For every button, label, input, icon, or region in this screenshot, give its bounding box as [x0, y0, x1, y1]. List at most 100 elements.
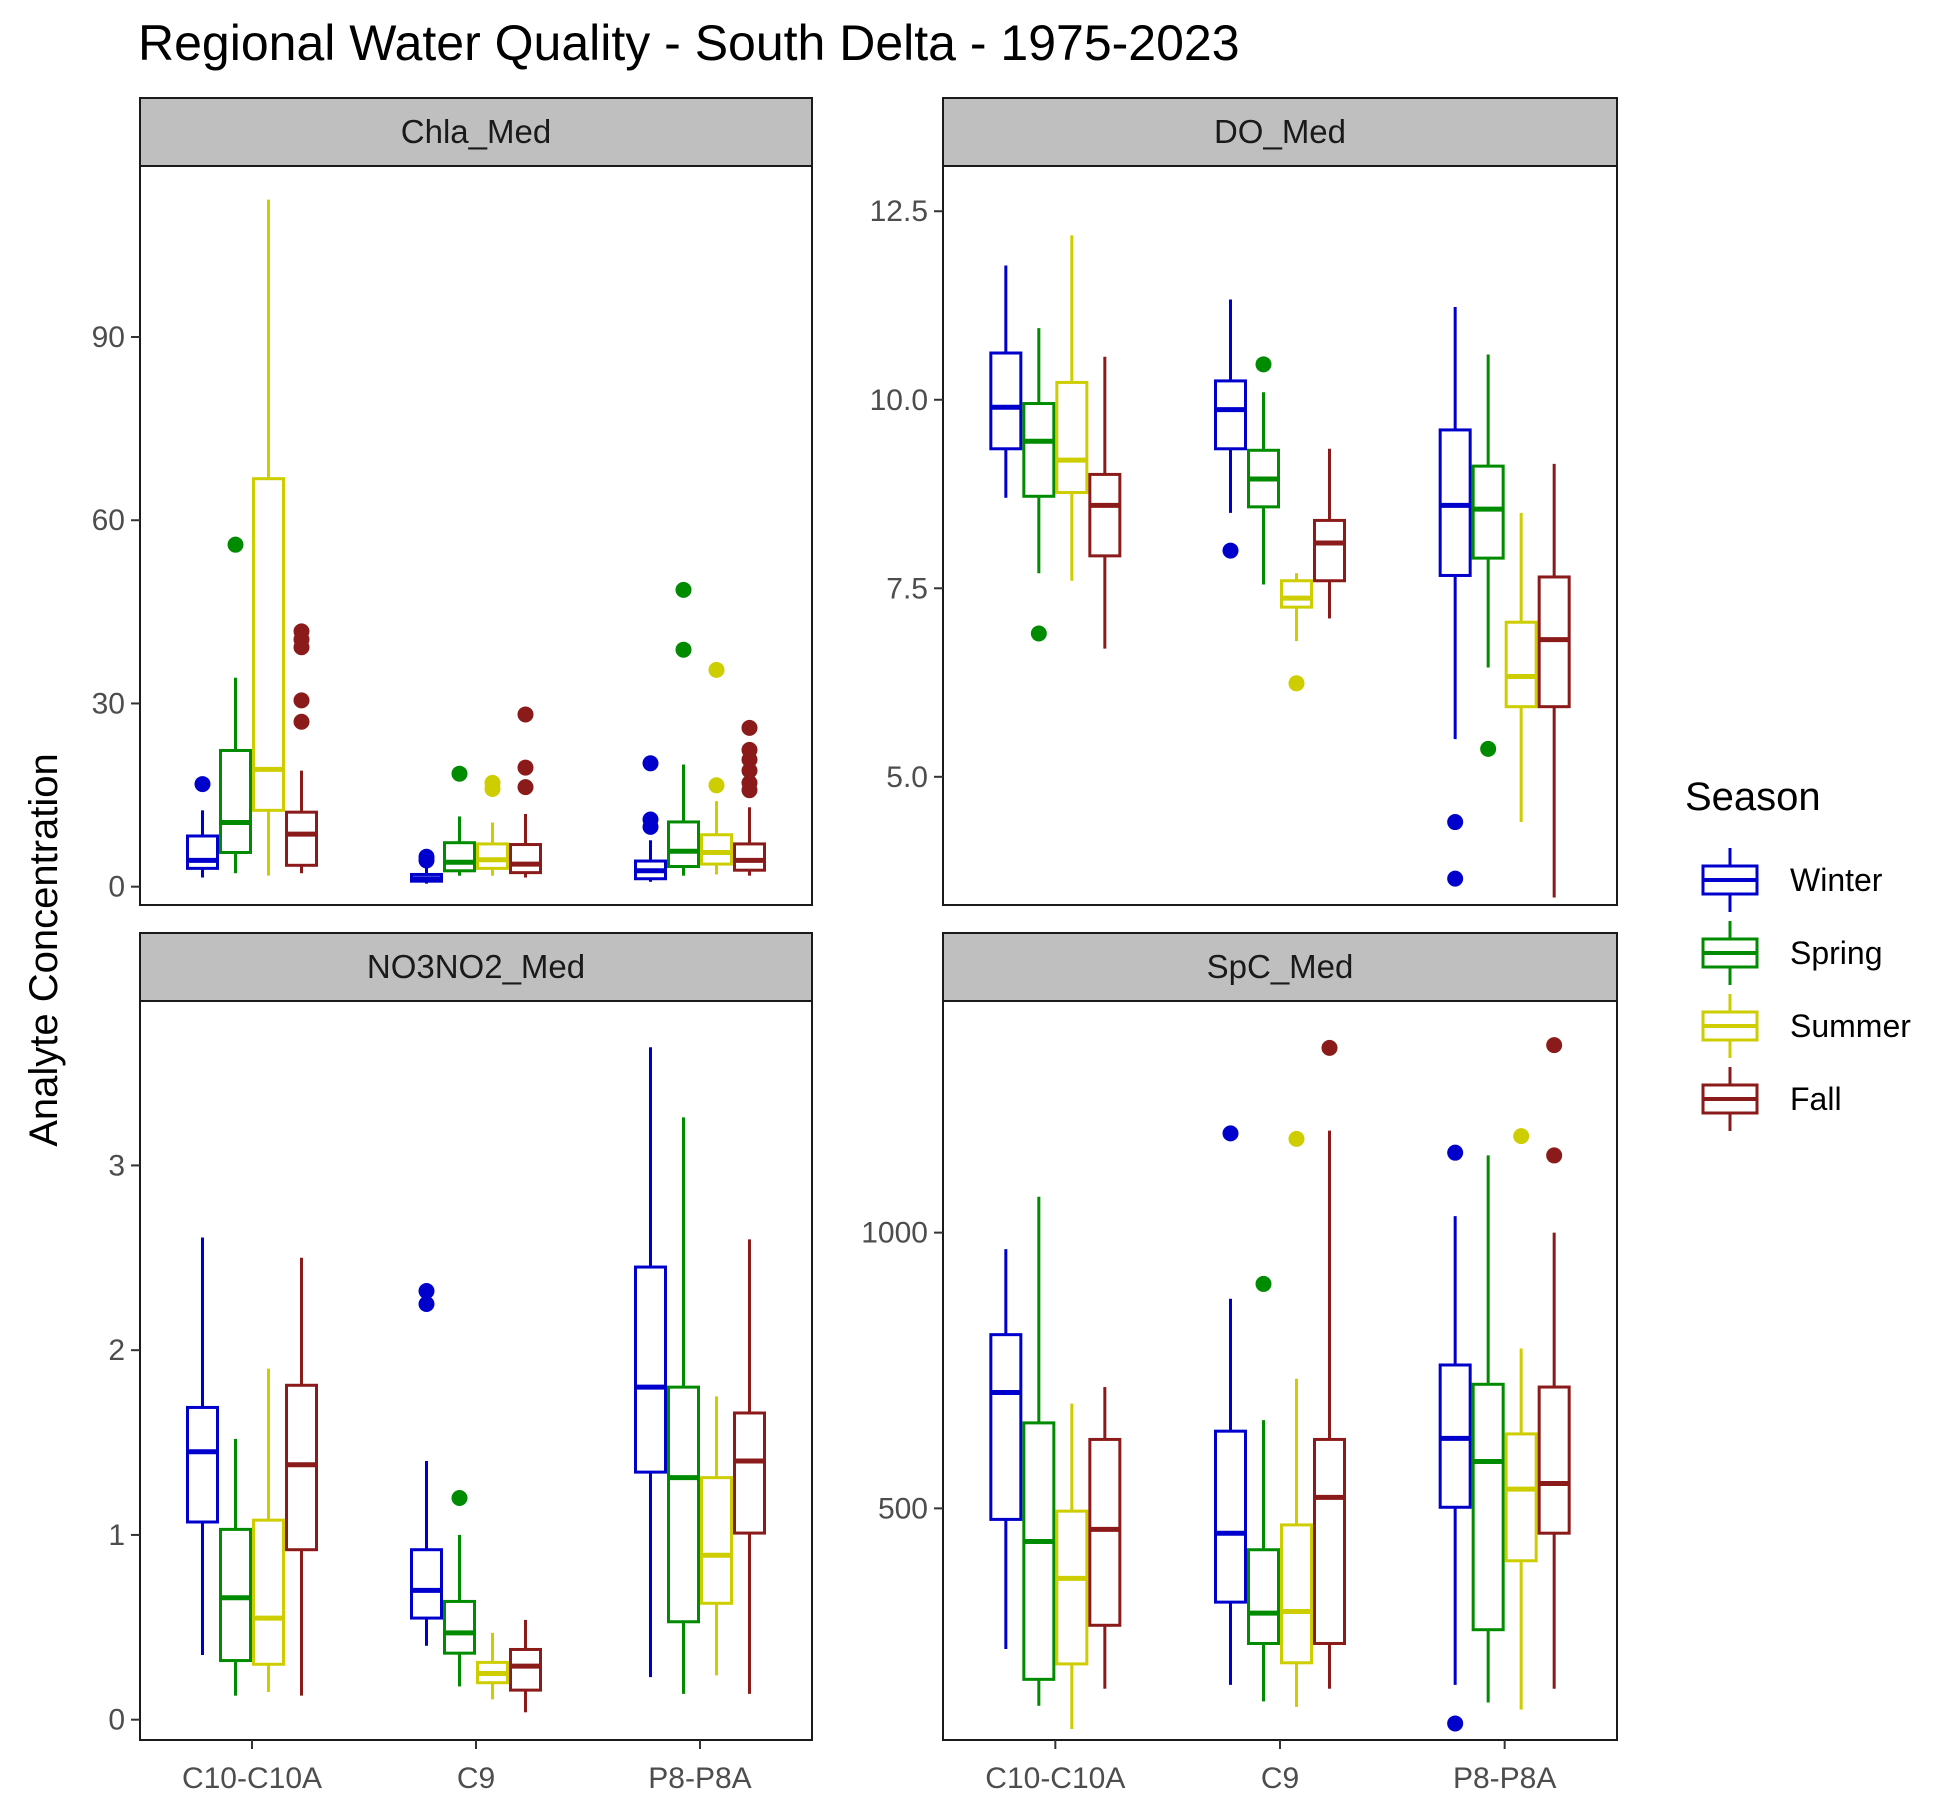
outlier-point: [741, 719, 758, 736]
box-SpC_Med-C9-Summer: [1280, 1130, 1313, 1707]
box-SpC_Med-P8-P8A-Winter: [1438, 1144, 1472, 1732]
box-DO_Med-C9-Fall: [1313, 448, 1346, 619]
legend-label: Winter: [1790, 862, 1883, 898]
box-iqr: [733, 1411, 766, 1535]
box-Chla_Med-C9-Fall: [509, 706, 542, 878]
outlier-point: [517, 706, 534, 723]
strip-background: [942, 97, 1618, 167]
panel-border: [942, 165, 1618, 906]
y-tick-label: 2: [108, 1334, 125, 1367]
outlier-point: [1321, 1039, 1338, 1056]
box-NO3NO2_Med-C10-C10A-Spring: [219, 1438, 252, 1696]
outlier-point: [517, 759, 534, 776]
outlier-point: [1030, 625, 1047, 642]
box-iqr: [285, 810, 318, 867]
outlier-point: [293, 623, 310, 640]
box-Chla_Med-C9-Winter: [410, 848, 443, 884]
box-iqr: [733, 842, 766, 872]
box-iqr: [700, 833, 733, 866]
y-tick-label: 5.0: [886, 761, 928, 794]
box-NO3NO2_Med-C9-Spring: [443, 1489, 476, 1687]
box-Chla_Med-C10-C10A-Summer: [252, 199, 285, 876]
outlier-point: [293, 692, 310, 709]
box-iqr: [186, 1405, 219, 1524]
box-DO_Med-C10-C10A-Winter: [989, 265, 1023, 498]
legend-item-spring: Spring: [1701, 921, 1883, 985]
legend-label: Summer: [1790, 1008, 1911, 1044]
box-iqr: [989, 1333, 1023, 1521]
box-iqr: [252, 1518, 285, 1666]
outlier-point: [194, 776, 211, 793]
outlier-point: [642, 755, 659, 772]
box-NO3NO2_Med-C10-C10A-Winter: [186, 1237, 219, 1656]
panel-DO_Med: DO_Med 5.0 7.5 10.0 12.5: [870, 97, 1618, 906]
outlier-point: [1447, 870, 1464, 887]
box-iqr: [1214, 379, 1247, 451]
legend-title: Season: [1685, 775, 1821, 819]
outlier-point: [1288, 675, 1305, 692]
box-iqr: [667, 1385, 700, 1624]
box-SpC_Med-P8-P8A-Spring: [1471, 1155, 1505, 1703]
outlier-point: [1546, 1147, 1563, 1164]
box-DO_Med-C10-C10A-Fall: [1088, 356, 1122, 649]
outlier-point: [675, 641, 692, 658]
outlier-point: [484, 774, 501, 791]
box-iqr: [1088, 1437, 1122, 1627]
y-tick-label: 0: [108, 871, 125, 904]
box-iqr: [509, 1647, 542, 1692]
box-NO3NO2_Med-C10-C10A-Fall: [285, 1257, 318, 1696]
box-DO_Med-P8-P8A-Summer: [1504, 512, 1538, 823]
box-SpC_Med-C9-Fall: [1313, 1039, 1346, 1689]
box-iqr: [1214, 1429, 1247, 1604]
box-iqr: [1022, 402, 1056, 498]
box-SpC_Med-C9-Spring: [1247, 1275, 1280, 1702]
box-DO_Med-C10-C10A-Summer: [1055, 235, 1089, 581]
box-SpC_Med-C10-C10A-Fall: [1088, 1387, 1122, 1689]
box-DO_Med-C10-C10A-Spring: [1022, 328, 1056, 642]
y-tick-label: 0: [108, 1704, 125, 1737]
legend-item-winter: Winter: [1701, 848, 1883, 912]
box-iqr: [700, 1476, 733, 1605]
box-iqr: [1313, 518, 1346, 583]
outlier-point: [1546, 1037, 1563, 1054]
box-NO3NO2_Med-P8-P8A-Summer: [700, 1396, 733, 1676]
box-iqr: [1313, 1437, 1346, 1645]
x-tick-label: C9: [1261, 1762, 1299, 1795]
strip-label: SpC_Med: [1207, 948, 1354, 985]
box-SpC_Med-P8-P8A-Summer: [1504, 1128, 1538, 1710]
x-tick-label: C10-C10A: [985, 1762, 1125, 1795]
box-iqr: [1438, 428, 1472, 577]
box-SpC_Med-C10-C10A-Winter: [989, 1249, 1023, 1650]
box-DO_Med-P8-P8A-Winter: [1438, 307, 1472, 887]
box-NO3NO2_Med-C9-Fall: [509, 1619, 542, 1713]
box-Chla_Med-C9-Summer: [476, 774, 509, 876]
box-iqr: [219, 1527, 252, 1663]
box-iqr: [252, 477, 285, 812]
outlier-point: [741, 741, 758, 758]
y-tick-label: 12.5: [870, 195, 928, 228]
box-NO3NO2_Med-P8-P8A-Spring: [667, 1117, 700, 1694]
y-tick-label: 1: [108, 1519, 125, 1552]
outlier-point: [293, 713, 310, 730]
box-iqr: [1280, 579, 1313, 609]
box-iqr: [1471, 1382, 1505, 1632]
y-tick-label: 7.5: [886, 572, 928, 605]
outlier-point: [517, 779, 534, 796]
box-iqr: [634, 1265, 667, 1474]
y-tick-label: 500: [878, 1492, 928, 1525]
strip-background: [139, 97, 813, 167]
strip-label: NO3NO2_Med: [367, 948, 585, 985]
box-DO_Med-C9-Summer: [1280, 573, 1313, 692]
box-iqr: [1504, 1432, 1538, 1563]
y-tick-label: 90: [92, 321, 125, 354]
box-Chla_Med-P8-P8A-Spring: [667, 581, 700, 876]
x-tick-label: P8-P8A: [648, 1762, 751, 1795]
outlier-point: [1513, 1128, 1530, 1145]
outlier-point: [708, 777, 725, 794]
outlier-point: [642, 811, 659, 828]
box-Chla_Med-P8-P8A-Fall: [733, 719, 766, 876]
outlier-point: [1288, 1130, 1305, 1147]
box-Chla_Med-P8-P8A-Summer: [700, 661, 733, 875]
box-DO_Med-P8-P8A-Spring: [1471, 354, 1505, 757]
box-iqr: [219, 748, 252, 854]
